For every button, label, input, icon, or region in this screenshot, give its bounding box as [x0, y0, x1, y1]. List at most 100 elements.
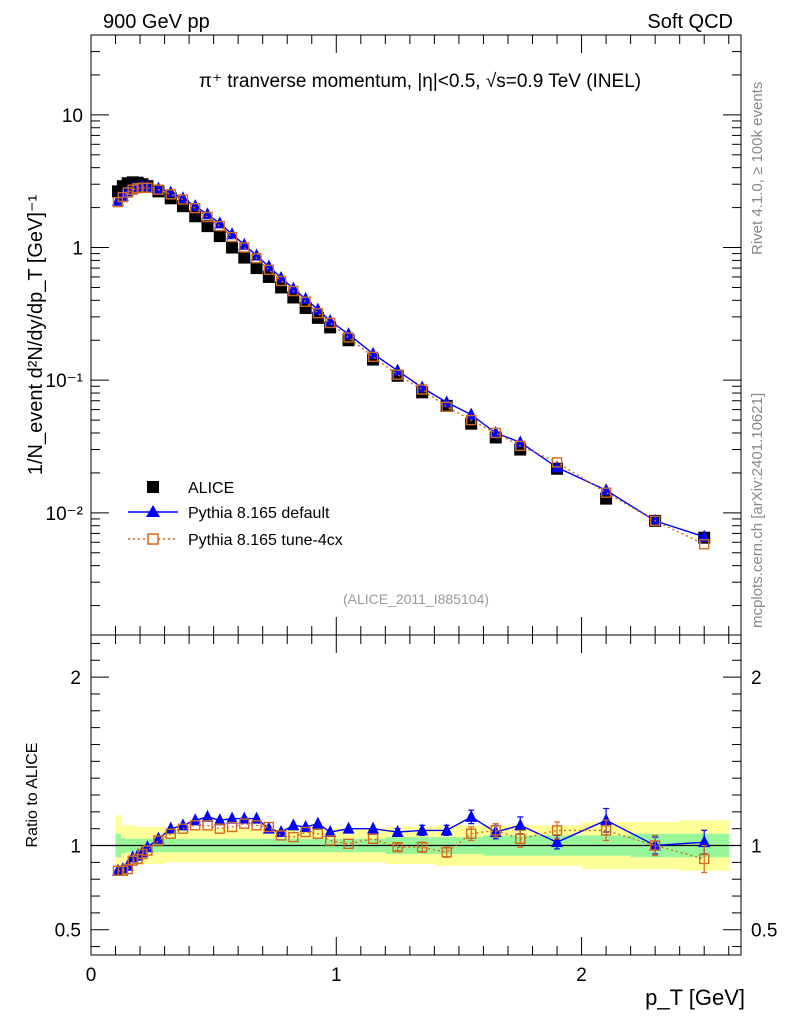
main-y-tick-label: 10 — [62, 106, 83, 127]
main-point-alice — [213, 230, 226, 243]
ratio-plot-frame — [90, 634, 742, 956]
ratio-series-line — [118, 822, 705, 872]
ratio-point-pythia-tune4cx — [251, 820, 262, 831]
ratio-y-tick-label-right: 2 — [751, 668, 762, 689]
ratio-point-pythia-default — [698, 835, 711, 848]
ratio-point-pythia-default — [201, 809, 214, 822]
legend: ALICE Pythia 8.165 default Pythia 8.165 … — [128, 480, 343, 549]
main-panel: 10 1 10⁻¹ 10⁻² π⁺ tranverse momentum, |η|<0… — [25, 34, 742, 636]
main-point-pythia-default — [152, 181, 165, 194]
ratio-series — [111, 807, 711, 876]
ratio-x-tick-label: 0 — [86, 965, 97, 986]
ratio-point-pythia-default — [226, 811, 239, 824]
ratio-y-tick-label-left: 1 — [70, 837, 81, 858]
ratio-point-pythia-default — [213, 813, 226, 826]
ratio-point-pythia-default — [465, 809, 478, 822]
ratio-tick-labels: 0.5 0.5 1 1 2 2 0 1 2 — [55, 668, 778, 986]
ratio-point-pythia-tune4cx — [367, 833, 379, 844]
ratio-point-pythia-default — [600, 813, 613, 826]
ratio-point-pythia-tune4cx — [239, 818, 250, 829]
main-point-pythia-tune4cx — [392, 369, 403, 380]
main-point-pythia-default — [201, 207, 214, 220]
ratio-point-pythia-default — [311, 816, 324, 829]
ratio-point-pythia-tune4cx — [177, 823, 189, 834]
main-y-axis-label: 1/N_event d²N/dy/dp_T [GeV]⁻¹ — [25, 195, 47, 476]
main-point-pythia-tune4cx — [177, 194, 189, 205]
ratio-point-pythia-tune4cx — [190, 820, 201, 831]
main-point-pythia-default — [213, 216, 226, 229]
main-point-pythia-tune4cx — [699, 539, 710, 550]
main-point-alice — [238, 251, 251, 264]
main-point-alice — [275, 281, 288, 294]
legend-marker-pythia-tune4cx — [147, 533, 159, 545]
main-y-tick-label: 1 — [72, 239, 83, 260]
main-y-tick-label: 10⁻² — [46, 504, 84, 525]
main-y-tick-label: 10⁻¹ — [46, 371, 84, 392]
legend-marker-alice — [147, 481, 159, 493]
rivet-version-label: Rivet 4.1.0, ≥ 100k events — [749, 82, 766, 255]
main-point-pythia-default — [176, 191, 189, 204]
main-y-tick-labels: 10 1 10⁻¹ 10⁻² — [46, 106, 84, 525]
ratio-point-pythia-default — [287, 818, 300, 831]
ratio-point-pythia-tune4cx — [153, 835, 164, 846]
ratio-y-tick-label-right: 0.5 — [751, 921, 777, 942]
ratio-point-pythia-tune4cx — [699, 853, 710, 865]
main-point-pythia-tune4cx — [165, 189, 176, 200]
main-point-alice — [201, 220, 214, 233]
main-point-pythia-tune4cx — [239, 242, 250, 253]
ratio-point-pythia-tune4cx — [288, 831, 299, 843]
ratio-point-pythia-default — [514, 818, 527, 831]
ratio-point-pythia-tune4cx — [263, 821, 275, 833]
analysis-tag: (ALICE_2011_I885104) — [343, 591, 489, 607]
main-point-pythia-tune4cx — [343, 332, 354, 343]
ratio-point-pythia-tune4cx — [551, 825, 563, 836]
main-point-alice — [250, 262, 263, 275]
main-point-pythia-tune4cx — [465, 414, 477, 426]
main-point-pythia-tune4cx — [142, 182, 153, 193]
main-point-pythia-default — [250, 248, 263, 261]
ratio-point-pythia-default — [189, 813, 202, 826]
main-point-pythia-tune4cx — [300, 296, 311, 307]
ratio-point-pythia-tune4cx — [165, 828, 176, 839]
ratio-point-pythia-default — [238, 811, 251, 824]
main-series-line — [117, 187, 705, 545]
ratio-point-pythia-tune4cx — [324, 835, 336, 846]
main-point-pythia-tune4cx — [312, 307, 324, 319]
main-point-pythia-default — [649, 513, 662, 526]
main-point-pythia-default — [287, 281, 300, 294]
main-point-pythia-default — [698, 529, 711, 542]
legend-label-pythia-tune4cx: Pythia 8.165 tune-4cx — [188, 532, 343, 549]
main-series — [111, 176, 711, 550]
main-point-pythia-default — [164, 185, 177, 198]
ratio-point-pythia-tune4cx — [343, 838, 354, 850]
legend-label-pythia-default: Pythia 8.165 default — [188, 505, 330, 522]
ratio-point-pythia-tune4cx — [416, 842, 428, 853]
header-right-label: Soft QCD — [647, 11, 733, 33]
ratio-x-tick-label: 2 — [576, 965, 587, 986]
ratio-point-pythia-default — [164, 821, 177, 834]
ratio-point-pythia-default — [299, 820, 312, 832]
main-point-pythia-tune4cx — [515, 440, 526, 452]
main-point-pythia-tune4cx — [600, 487, 612, 498]
main-point-pythia-tune4cx — [649, 515, 661, 527]
main-point-pythia-tune4cx — [275, 275, 287, 287]
legend-marker-pythia-default — [146, 505, 160, 517]
main-point-pythia-default — [189, 199, 202, 212]
ratio-point-pythia-tune4cx — [226, 821, 238, 833]
main-point-pythia-tune4cx — [490, 427, 501, 439]
ratio-point-pythia-tune4cx — [649, 840, 661, 851]
ratio-point-pythia-tune4cx — [275, 830, 287, 841]
main-point-alice — [465, 417, 478, 430]
ratio-y-tick-label-left: 0.5 — [55, 921, 81, 942]
ratio-point-pythia-tune4cx — [392, 842, 403, 853]
main-point-pythia-default — [489, 425, 502, 438]
main-point-pythia-default — [465, 407, 478, 420]
main-point-pythia-tune4cx — [288, 285, 299, 297]
ratio-point-pythia-tune4cx — [214, 823, 225, 834]
ratio-panel: 0.5 0.5 1 1 2 2 0 1 2 Ratio to ALICE p_T [GeV] — [24, 634, 778, 1010]
main-point-pythia-tune4cx — [202, 211, 213, 223]
ratio-y-tick-label-left: 2 — [70, 668, 81, 689]
ratio-point-pythia-tune4cx — [600, 825, 612, 836]
ratio-point-pythia-default — [342, 821, 355, 834]
